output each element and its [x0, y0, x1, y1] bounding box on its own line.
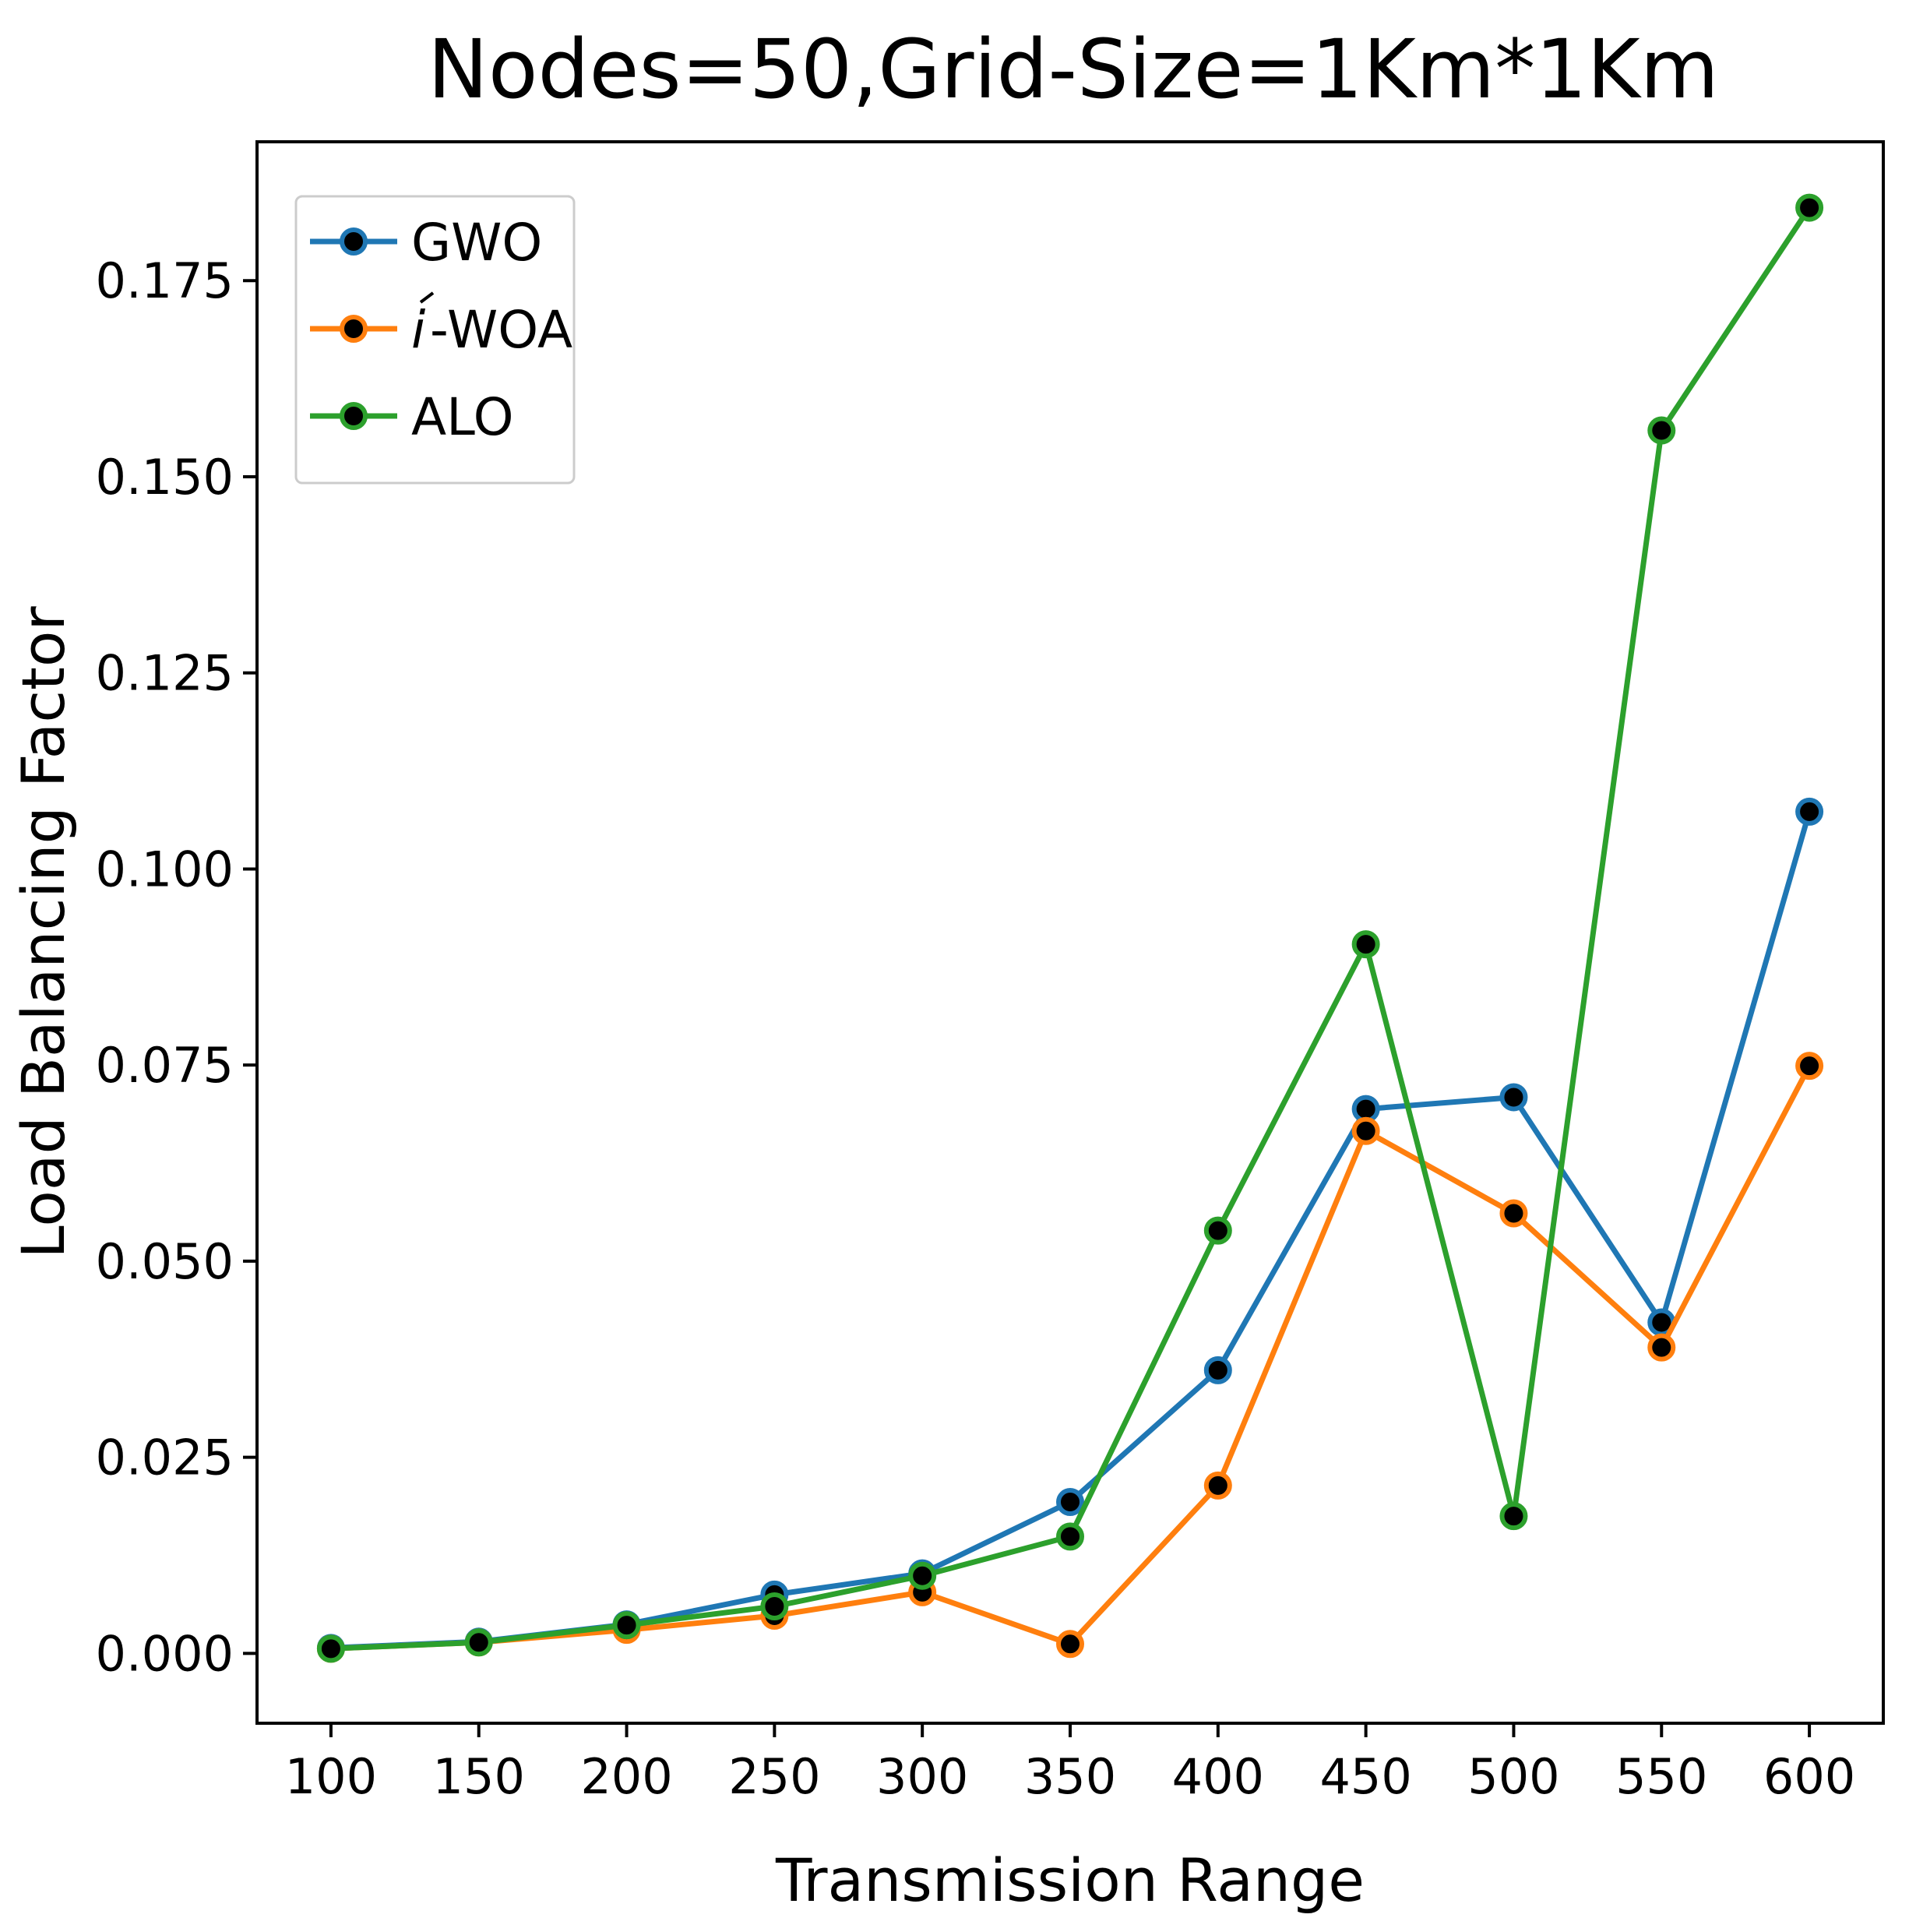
data-point [612, 1611, 641, 1640]
data-point [1647, 416, 1676, 445]
x-tick-label: 450 [1319, 1748, 1411, 1805]
data-point [1499, 1502, 1528, 1531]
data-point [1795, 1052, 1824, 1081]
legend-marker [340, 227, 368, 256]
legend-item: ALO [310, 387, 514, 447]
x-axis: 100 150 200 250 300 350 400 450 500 550 600 [285, 1723, 1855, 1805]
y-tick-label: 0.150 [96, 449, 234, 506]
data-point [316, 1634, 345, 1663]
data-point [908, 1561, 937, 1590]
data-point [1499, 1083, 1528, 1112]
data-point [1647, 1333, 1676, 1362]
series-layer [316, 193, 1824, 1663]
y-tick-label: 0.050 [96, 1233, 234, 1290]
data-point [1499, 1199, 1528, 1228]
y-tick-label: 0.125 [96, 645, 234, 702]
legend-prefix-hyphen: - [430, 300, 449, 360]
data-point [1203, 1216, 1232, 1245]
data-point [1351, 1116, 1380, 1145]
data-point [1056, 1488, 1084, 1517]
y-tick-label: 0.100 [96, 841, 234, 897]
legend-prefix-symbol: i [411, 300, 426, 360]
y-tick-label: 0.075 [96, 1037, 234, 1094]
data-point [760, 1592, 789, 1620]
legend-prefix-accent [419, 291, 435, 304]
data-point [1351, 930, 1380, 959]
x-tick-label: 150 [433, 1748, 525, 1805]
y-tick-label: 0.175 [96, 252, 234, 309]
chart-title: Nodes=50,Grid-Size=1Km*1Km [428, 22, 1719, 117]
y-tick-label: 0.025 [96, 1430, 234, 1486]
data-point [1056, 1630, 1084, 1659]
legend-item: GWO [310, 213, 542, 273]
data-point [1795, 797, 1824, 826]
x-tick-label: 500 [1467, 1748, 1559, 1805]
x-axis-label: Transmission Range [775, 1846, 1365, 1915]
series-alo [316, 193, 1824, 1663]
data-point [1795, 193, 1824, 222]
y-axis-label: Load Balancing Factor [9, 606, 78, 1259]
x-tick-label: 600 [1763, 1748, 1855, 1805]
legend-item: i -WOA [310, 291, 572, 360]
data-point [464, 1628, 493, 1657]
legend-label: WOA [447, 300, 572, 360]
legend-label: ALO [411, 387, 514, 447]
legend-marker [340, 315, 368, 343]
legend: GWO i -WOA ALO [294, 195, 576, 485]
x-tick-label: 300 [876, 1748, 968, 1805]
y-axis: 0.000 0.025 0.050 0.075 0.100 0.125 0.150 0.175 [96, 252, 257, 1682]
x-tick-label: 250 [728, 1748, 820, 1805]
legend-marker [340, 402, 368, 430]
x-tick-label: 550 [1615, 1748, 1707, 1805]
data-point [1056, 1522, 1084, 1551]
x-tick-label: 200 [580, 1748, 672, 1805]
data-point [1203, 1356, 1232, 1384]
y-tick-label: 0.000 [96, 1625, 234, 1682]
x-tick-label: 100 [285, 1748, 377, 1805]
data-point [1203, 1471, 1232, 1500]
legend-label: GWO [411, 213, 542, 273]
x-tick-label: 400 [1172, 1748, 1264, 1805]
x-tick-label: 350 [1024, 1748, 1116, 1805]
